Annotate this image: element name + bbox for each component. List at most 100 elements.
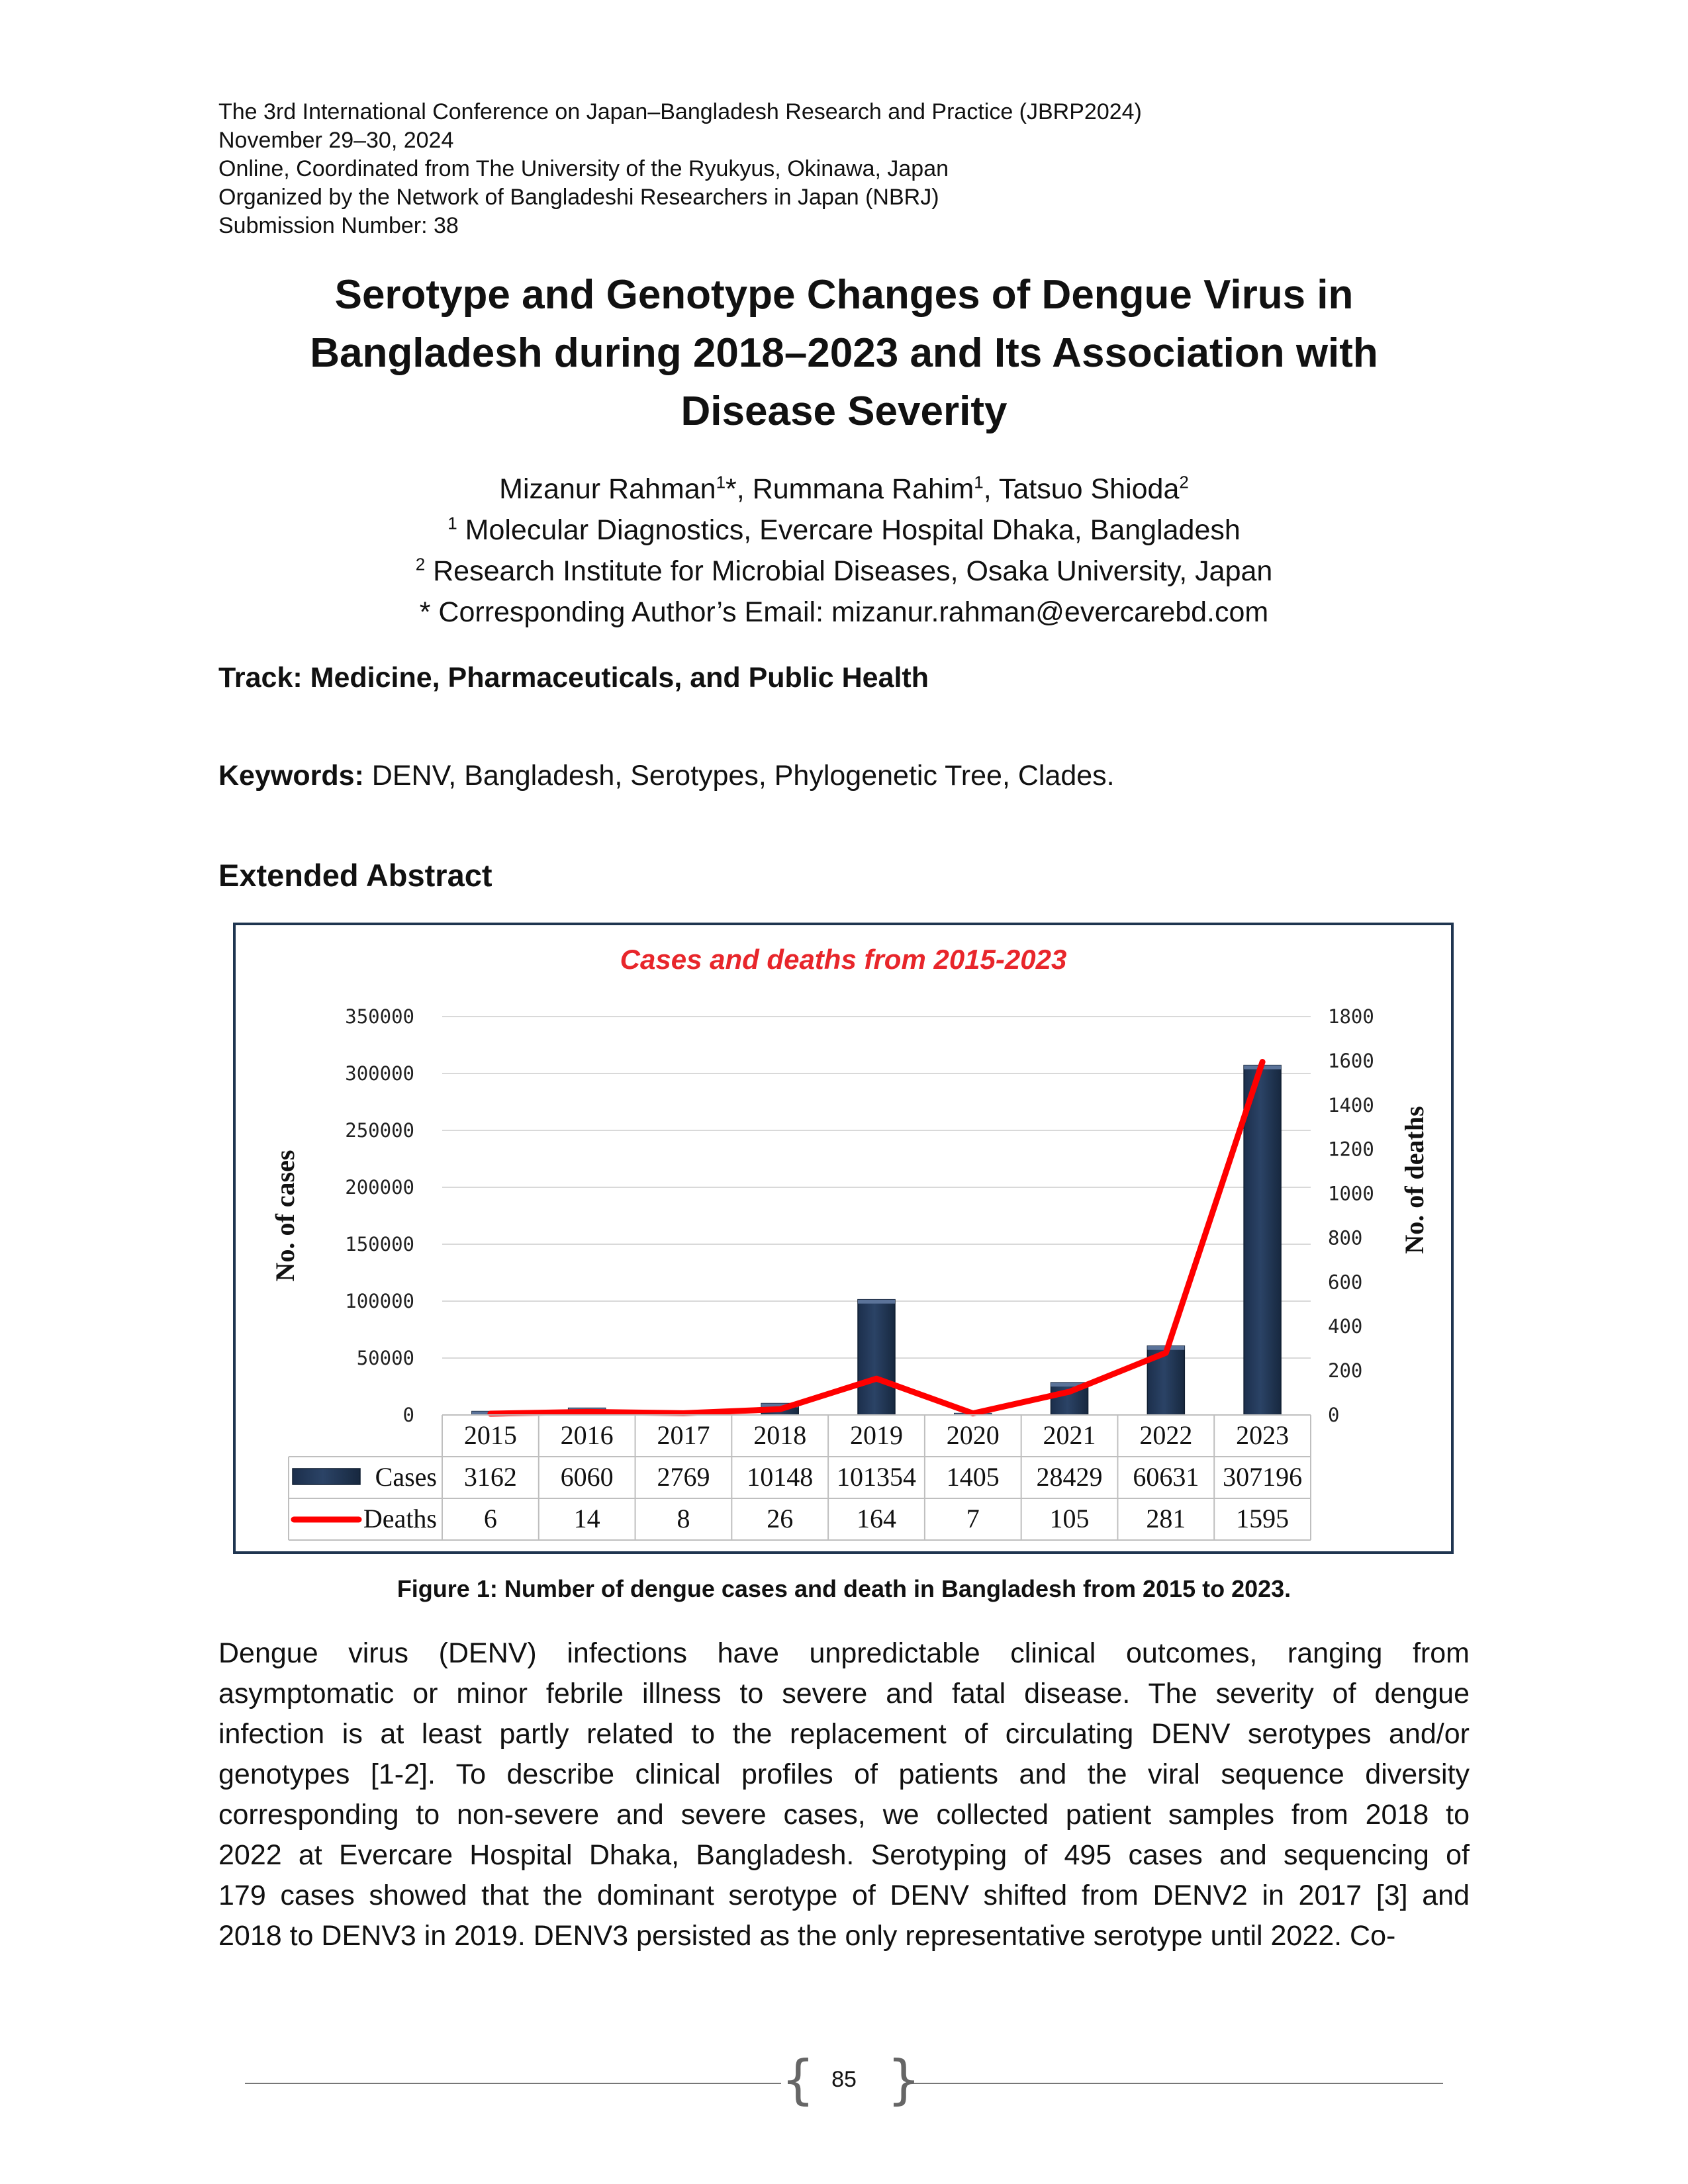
- footer-rule-right: [914, 2083, 1443, 2084]
- affiliation-text: Molecular Diagnostics, Evercare Hospital…: [457, 514, 1241, 546]
- paper-title: Serotype and Genotype Changes of Dengue …: [185, 266, 1503, 441]
- category-label: 2023: [1236, 1420, 1289, 1450]
- table-cell-cases: 10148: [747, 1462, 813, 1492]
- y2-tick-label: 600: [1328, 1271, 1362, 1293]
- table-cell-deaths: 26: [767, 1504, 793, 1533]
- category-label: 2021: [1043, 1420, 1096, 1450]
- corresponding-email: * Corresponding Author’s Email: mizanur.…: [419, 596, 1269, 628]
- table-cell-deaths: 14: [574, 1504, 600, 1533]
- table-cell-deaths: 105: [1050, 1504, 1090, 1533]
- y-tick-label: 50000: [357, 1347, 414, 1369]
- conference-dates: November 29–30, 2024: [218, 128, 454, 153]
- bar-cap: [1051, 1383, 1088, 1387]
- category-label: 2020: [947, 1420, 1000, 1450]
- track-line: Track: Medicine, Pharmaceuticals, and Pu…: [218, 662, 929, 694]
- footer-brace-left: {: [781, 2049, 815, 2111]
- body-line: genotypes [1-2]. To describe clinical pr…: [218, 1758, 1470, 1790]
- keywords-label: Keywords:: [218, 760, 364, 792]
- conference-line: The 3rd International Conference on Japa…: [218, 99, 1142, 124]
- category-label: 2015: [464, 1420, 517, 1450]
- affiliation-1: 1 Molecular Diagnostics, Evercare Hospit…: [218, 510, 1470, 551]
- footer-rule-left: [245, 2083, 781, 2084]
- y-tick-label: 0: [403, 1404, 414, 1426]
- table-cell-cases: 307196: [1223, 1462, 1302, 1492]
- footer-brace-right: }: [887, 2049, 921, 2111]
- category-label: 2018: [753, 1420, 806, 1450]
- y2-tick-label: 1800: [1328, 1005, 1374, 1028]
- y2-axis-label: No. of deaths: [1399, 1106, 1429, 1253]
- corresponding-mark: *,: [726, 473, 753, 505]
- author-affiliation-mark: 1: [716, 472, 726, 492]
- body-line: 2018 to DENV3 in 2019. DENV3 persisted a…: [218, 1920, 1396, 1952]
- body-line: 2022 at Evercare Hospital Dhaka, Banglad…: [218, 1839, 1470, 1871]
- affiliation-2: 2 Research Institute for Microbial Disea…: [218, 551, 1470, 592]
- author-list: Mizanur Rahman1*, Rummana Rahim1, Tatsuo…: [218, 469, 1470, 510]
- legend-key-cases: [292, 1468, 361, 1485]
- section-heading: Extended Abstract: [218, 858, 492, 893]
- figure-caption: Figure 1: Number of dengue cases and dea…: [397, 1575, 1291, 1602]
- body-line: corresponding to non-severe and severe c…: [218, 1799, 1470, 1831]
- body-line: infection is at least partly related to …: [218, 1718, 1470, 1750]
- author-block: Mizanur Rahman1*, Rummana Rahim1, Tatsuo…: [218, 469, 1470, 633]
- author-name: Mizanur Rahman: [499, 473, 716, 505]
- table-cell-cases: 60631: [1133, 1462, 1199, 1492]
- figure-chart: Cases and deaths from 2015-2023 0 50000 100…: [233, 923, 1454, 1554]
- body-line: Dengue virus (DENV) infections have unpr…: [218, 1637, 1470, 1669]
- y2-tick-label: 200: [1328, 1359, 1362, 1382]
- line-deaths: [487, 1059, 1266, 1417]
- y2-tick-label: 1600: [1328, 1050, 1374, 1072]
- affiliation-mark: 1: [447, 513, 457, 533]
- table-cell-deaths: 8: [677, 1504, 690, 1533]
- table-cell-cases: 6060: [561, 1462, 614, 1492]
- y2-tick-label: 800: [1328, 1226, 1362, 1249]
- table-cell-deaths: 7: [966, 1504, 980, 1533]
- conference-organizer: Organized by the Network of Bangladeshi …: [218, 185, 939, 210]
- table-cell-cases: 1405: [947, 1462, 1000, 1492]
- chart-svg: Cases and deaths from 2015-2023 0 50000 100…: [270, 944, 1429, 1541]
- y2-tick-label: 400: [1328, 1315, 1362, 1338]
- y-tick-label: 200000: [345, 1176, 414, 1199]
- y-tick-label: 300000: [345, 1062, 414, 1085]
- y-tick-label: 350000: [345, 1005, 414, 1028]
- category-label: 2016: [561, 1420, 614, 1450]
- keywords-text: DENV, Bangladesh, Serotypes, Phylogeneti…: [363, 760, 1115, 792]
- title-line: Serotype and Genotype Changes of Dengue …: [334, 272, 1354, 318]
- author-affiliation-mark: 2: [1179, 472, 1189, 492]
- bar-cases: [1243, 1064, 1282, 1416]
- category-label: 2022: [1139, 1420, 1192, 1450]
- table-cell-deaths: 1595: [1236, 1504, 1289, 1533]
- keywords-line: Keywords: DENV, Bangladesh, Serotypes, P…: [218, 760, 1115, 792]
- bar-cap: [761, 1403, 799, 1408]
- y-tick-label: 100000: [345, 1290, 414, 1312]
- table-cell-cases: 101354: [837, 1462, 916, 1492]
- page-footer: { 85 }: [245, 2049, 1443, 2111]
- table-cell-deaths: 164: [857, 1504, 896, 1533]
- table-cell-deaths: 6: [484, 1504, 497, 1533]
- table-cell-deaths: 281: [1146, 1504, 1186, 1533]
- y2-tick-label: 1000: [1328, 1183, 1374, 1205]
- table-cell-cases: 2769: [657, 1462, 710, 1492]
- conference-header: The 3rd International Conference on Japa…: [218, 98, 1142, 240]
- body-line: asymptomatic or minor febrile illness to…: [218, 1678, 1470, 1709]
- y2-tick-label: 0: [1328, 1404, 1339, 1426]
- y-tick-label: 250000: [345, 1119, 414, 1142]
- category-label: 2019: [850, 1420, 903, 1450]
- y2-tick-label: 1200: [1328, 1138, 1374, 1161]
- affiliation-text: Research Institute for Microbial Disease…: [425, 555, 1273, 587]
- author-separator: ,: [983, 473, 999, 505]
- bar-cases: [857, 1298, 896, 1416]
- title-line: Bangladesh during 2018–2023 and Its Asso…: [310, 330, 1378, 376]
- conference-venue: Online, Coordinated from The University …: [218, 156, 949, 181]
- y-tick-label: 150000: [345, 1233, 414, 1255]
- affiliation-mark: 2: [415, 554, 426, 574]
- body-line: 179 cases showed that the dominant serot…: [218, 1880, 1470, 1911]
- author-name: Rummana Rahim: [752, 473, 974, 505]
- submission-number: Submission Number: 38: [218, 213, 459, 238]
- table-cell-cases: 28429: [1037, 1462, 1103, 1492]
- bar-cap: [858, 1299, 895, 1304]
- title-line: Disease Severity: [680, 388, 1008, 434]
- category-label: 2017: [657, 1420, 710, 1450]
- author-name: Tatsuo Shioda: [998, 473, 1180, 505]
- abstract-body: Dengue virus (DENV) infections have unpr…: [218, 1633, 1470, 1956]
- chart-title: Cases and deaths from 2015-2023: [620, 944, 1067, 975]
